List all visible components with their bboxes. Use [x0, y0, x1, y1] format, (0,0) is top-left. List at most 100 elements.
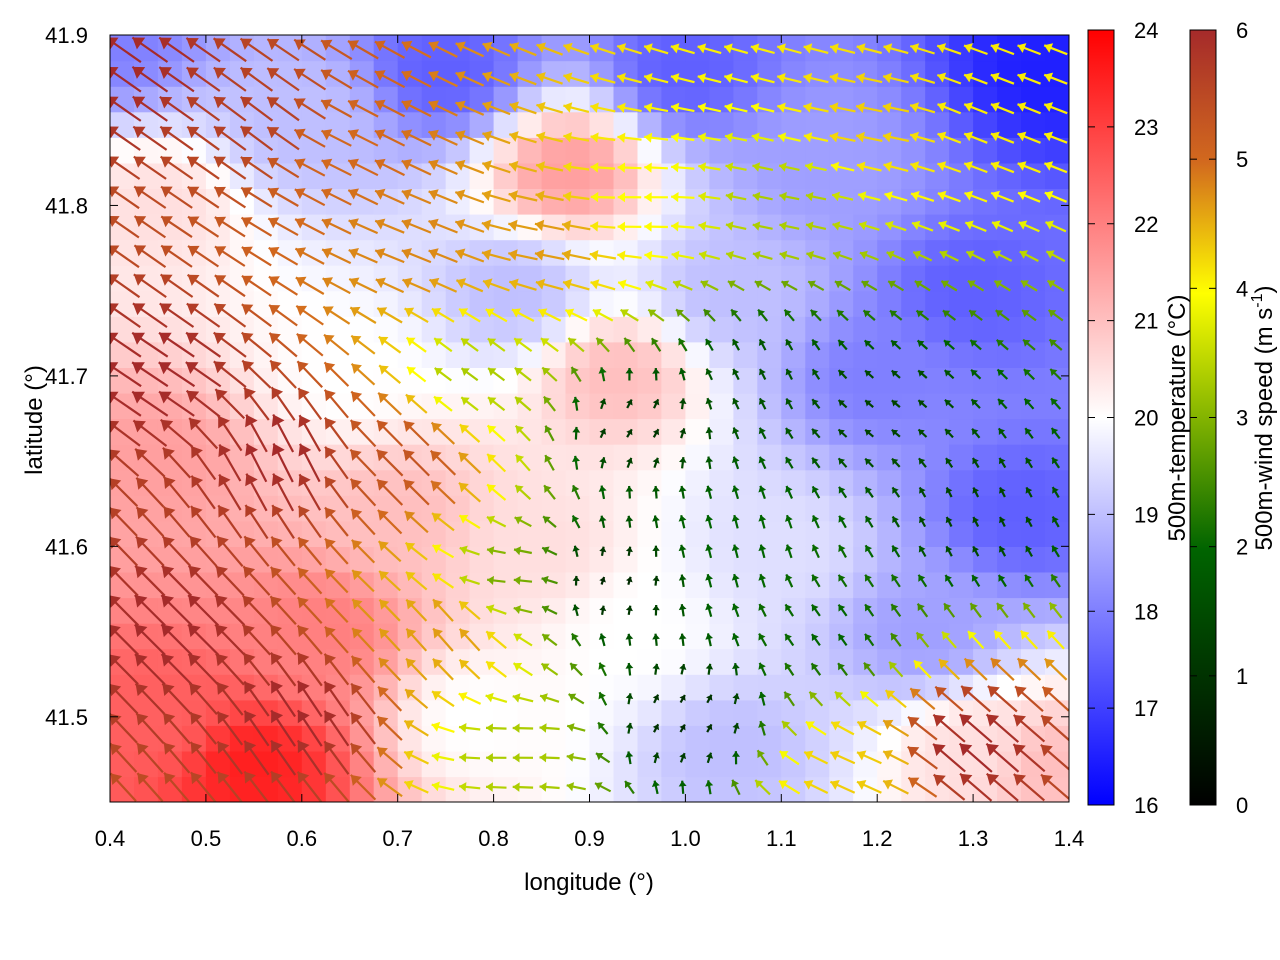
heatmap-cell — [709, 60, 734, 87]
wind-vector — [837, 633, 848, 647]
wind-vector — [589, 43, 616, 55]
wind-vector — [160, 215, 193, 239]
heatmap-cell — [589, 60, 615, 87]
wind-vector — [136, 772, 164, 802]
wind-vector — [617, 221, 642, 232]
wind-vector — [216, 681, 244, 716]
wind-vector — [243, 386, 270, 421]
wind-vector — [932, 743, 966, 773]
wind-vector — [213, 186, 247, 209]
wind-vector — [454, 219, 485, 233]
wind-vector — [245, 414, 268, 453]
wind-vector — [134, 565, 166, 597]
heatmap-cell — [493, 367, 519, 394]
heatmap-cell — [1021, 674, 1046, 701]
heatmap-cell — [757, 648, 782, 675]
wind-vector — [1046, 279, 1065, 292]
wind-vector — [324, 597, 349, 623]
wind-vector — [561, 220, 591, 232]
wind-vector — [856, 43, 882, 55]
wind-vector — [990, 131, 1015, 144]
wind-vector — [267, 157, 300, 179]
wind-vector — [705, 397, 713, 410]
heatmap-cell — [565, 776, 591, 802]
wind-vector — [999, 486, 1006, 498]
wind-vector — [759, 368, 767, 380]
heatmap-cell — [517, 776, 543, 802]
wind-vector — [785, 368, 793, 381]
wind-vector — [159, 302, 195, 328]
wind-vector — [997, 574, 1007, 588]
wind-vector — [811, 633, 821, 647]
wind-vector — [535, 190, 564, 202]
wind-vector — [458, 451, 482, 474]
heatmap-cell — [685, 418, 710, 445]
wind-vector — [652, 575, 660, 586]
wind-vector — [403, 780, 429, 794]
wind-vector — [513, 337, 533, 352]
wind-vector — [134, 594, 166, 627]
wind-vector — [562, 278, 590, 291]
wind-vector — [428, 159, 458, 176]
wind-vector — [1017, 161, 1041, 174]
wind-vector — [859, 690, 879, 708]
wind-vector — [242, 652, 271, 687]
heatmap-cell — [877, 597, 902, 624]
heatmap-cell — [685, 137, 710, 164]
heatmap-cell — [685, 341, 710, 368]
wind-vector — [136, 742, 164, 774]
wind-vector — [936, 72, 962, 85]
heatmap-cell — [613, 495, 639, 522]
wind-vector — [945, 516, 953, 527]
wind-vector — [323, 333, 350, 356]
heatmap-cell — [517, 699, 543, 726]
wind-vector — [133, 215, 167, 239]
wind-vector — [487, 396, 506, 412]
heatmap-cell — [373, 546, 399, 573]
x-tick-label: 1.1 — [766, 826, 797, 851]
wind-vector — [998, 457, 1007, 469]
heatmap-cell — [110, 367, 135, 394]
wind-vector — [934, 685, 964, 712]
wind-vector — [187, 653, 219, 686]
wind-vector — [539, 693, 560, 703]
wind-vector — [938, 658, 961, 680]
wind-vector — [807, 280, 825, 292]
wind-vector — [508, 190, 538, 202]
wind-vector — [732, 427, 740, 440]
heatmap-cell — [613, 699, 639, 726]
wind-vector — [811, 457, 821, 469]
wind-vector — [320, 69, 353, 90]
wind-colorbar-label-main: 500m-wind speed (m s — [1251, 308, 1278, 551]
wind-vector — [296, 332, 324, 357]
wind-vector — [487, 337, 506, 352]
wind-vector — [542, 515, 557, 528]
wind-vector — [110, 624, 140, 656]
heatmap-cell — [613, 725, 639, 752]
heatmap-cell — [757, 111, 782, 138]
wind-vector — [270, 536, 296, 567]
wind-vector — [758, 456, 767, 470]
heatmap-cell — [709, 392, 734, 420]
wind-vector — [781, 720, 798, 737]
wind-vector — [458, 307, 481, 323]
wind-vector — [679, 752, 687, 763]
heatmap-cell — [1021, 495, 1046, 522]
heatmap-cell — [685, 597, 710, 624]
heatmap-cell — [1045, 750, 1069, 778]
colorbar-tick-label: 4 — [1236, 276, 1248, 301]
wind-vector — [700, 280, 719, 292]
wind-vector — [347, 158, 379, 177]
wind-vector — [348, 248, 378, 264]
heatmap-cell — [1021, 469, 1046, 496]
heatmap-cell — [517, 750, 543, 778]
heatmap-cell — [829, 316, 854, 343]
wind-vector — [349, 478, 377, 507]
wind-vector — [350, 711, 376, 745]
heatmap-cell — [541, 111, 567, 138]
wind-vector — [811, 514, 820, 529]
wind-vector — [1049, 368, 1062, 381]
heatmap-cell — [901, 111, 926, 138]
wind-vector — [1012, 714, 1046, 743]
wind-vector — [856, 72, 883, 84]
